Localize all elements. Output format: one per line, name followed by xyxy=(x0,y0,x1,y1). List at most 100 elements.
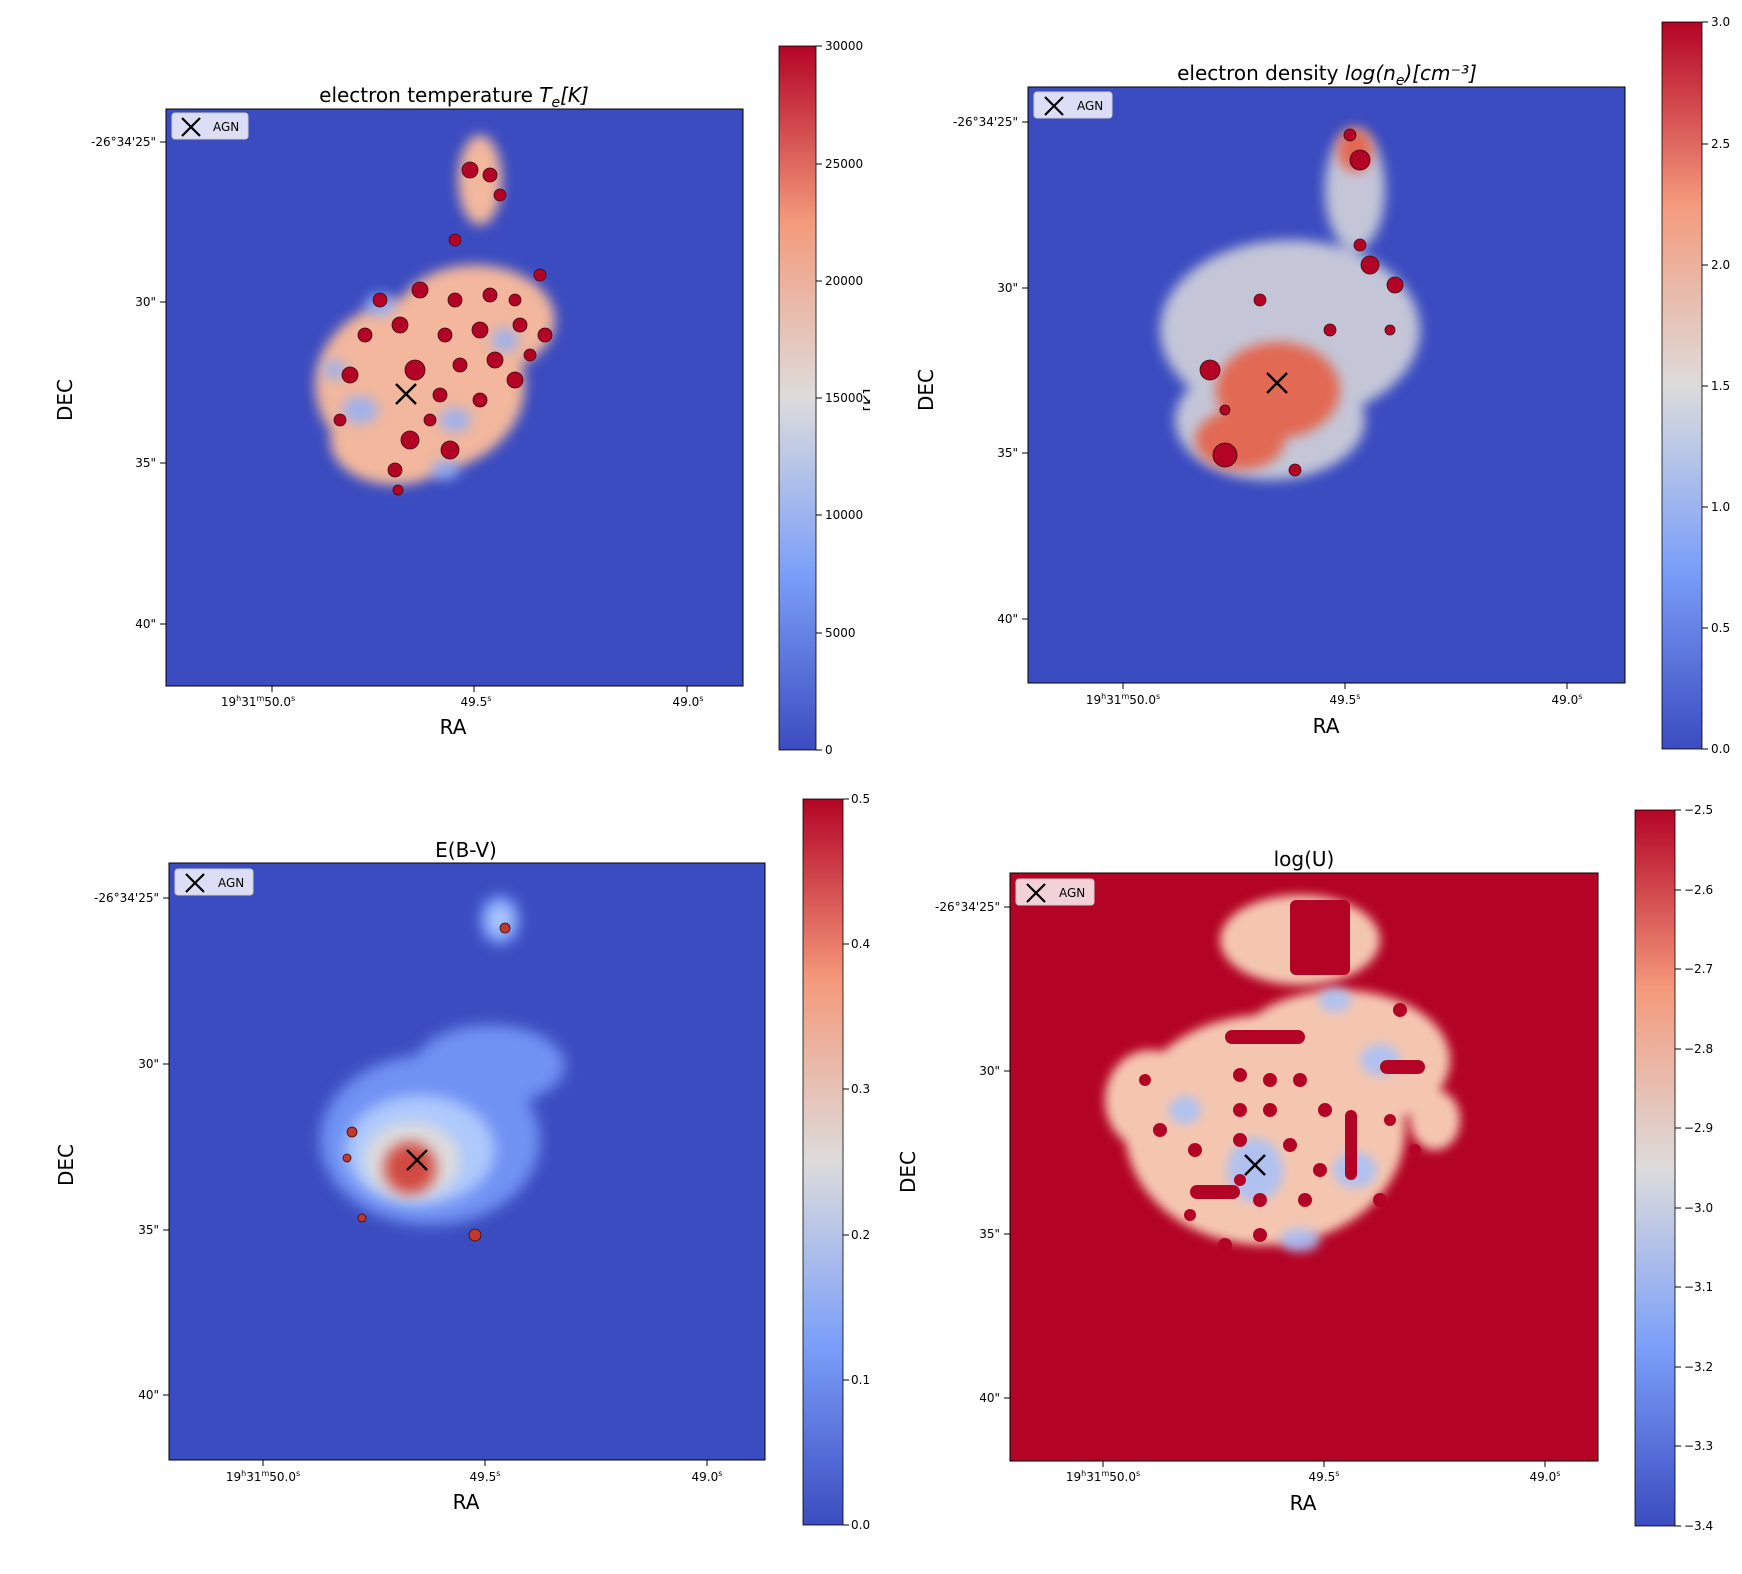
y-tick-label: 30" xyxy=(979,1064,1000,1078)
chart-title: E(B-V) xyxy=(435,838,497,862)
x-tick-label: 49.5s xyxy=(1309,1469,1340,1484)
colorbar-tick-label: 2.0 xyxy=(1711,258,1730,272)
colorbar-tick-label: −3.2 xyxy=(1684,1360,1713,1374)
emission-region xyxy=(315,135,555,496)
x-tick-label: 49.0s xyxy=(673,694,704,709)
legend-box: AGN xyxy=(1015,878,1095,906)
x-tick-label: 19h31m50.0s xyxy=(221,694,295,709)
title-text: electron density xyxy=(1177,61,1345,85)
colorbar-tick-label: 0.0 xyxy=(1711,742,1730,756)
panel-electron-density: electron density log(ne)[cm⁻³] AGN xyxy=(870,0,1742,780)
legend-label: AGN xyxy=(218,876,244,890)
y-axis-ticks: -26°34'25" 30" 35" 40" xyxy=(953,115,1028,626)
y-axis-ticks: -26°34'25" 30" 35" 40" xyxy=(94,891,169,1402)
x-axis-ticks: 19h31m50.0s 49.5s 49.0s xyxy=(221,686,704,709)
colorbar-ticks: 0.0 0.1 0.2 0.3 0.4 0.5 xyxy=(843,792,870,1532)
x-tick-label: 49.0s xyxy=(1552,692,1583,707)
title-tail: [K] xyxy=(560,83,589,107)
colorbar xyxy=(1661,21,1703,750)
colorbar-tick-label: −2.8 xyxy=(1684,1042,1713,1056)
x-tick-label: 49.5s xyxy=(461,694,492,709)
y-tick-label: 35" xyxy=(138,1223,159,1237)
colorbar-ticks: 0.0 0.5 1.0 1.5 2.0 2.5 3.0 xyxy=(1702,15,1730,756)
y-tick-label: -26°34'25" xyxy=(91,135,156,149)
x-tick-label: 19h31m50.0s xyxy=(1086,692,1160,707)
logu-figure: log(U) xyxy=(896,803,1713,1533)
colorbar xyxy=(802,798,844,1526)
emission-region xyxy=(1160,128,1420,480)
colorbar-tick-label: −3.3 xyxy=(1684,1439,1713,1453)
agn-marker xyxy=(406,1149,428,1171)
x-axis-ticks: 19h31m50.0s 49.5s 49.0s xyxy=(226,1460,723,1484)
density-figure: electron density log(ne)[cm⁻³] AGN xyxy=(914,15,1730,756)
plot-frame xyxy=(1009,872,1599,1462)
legend-x-marker-icon xyxy=(185,873,205,893)
emission-region xyxy=(320,895,565,1242)
title-tail: )[cm⁻³] xyxy=(1402,61,1476,85)
colorbar-tick-label: 3.0 xyxy=(1711,15,1730,29)
x-axis-ticks: 19h31m50.0s 49.5s 49.0s xyxy=(1066,1461,1561,1484)
colorbar-label: [K] xyxy=(860,389,870,412)
y-tick-label: 40" xyxy=(138,1388,159,1402)
legend-box: AGN xyxy=(1033,91,1113,119)
y-tick-label: -26°34'25" xyxy=(94,891,159,905)
panel-electron-temperature: electron temperature Te[K] xyxy=(0,0,870,780)
colorbar-tick-label: 0.0 xyxy=(851,1518,870,1532)
x-axis-label: RA xyxy=(1290,1491,1317,1515)
legend-box: AGN xyxy=(174,868,254,896)
x-tick-label: 49.0s xyxy=(692,1469,723,1484)
colorbar-tick-label: −2.5 xyxy=(1684,803,1713,817)
x-tick-label: 49.5s xyxy=(470,1469,501,1484)
y-axis-label: DEC xyxy=(53,379,77,421)
x-tick-label: 49.5s xyxy=(1330,692,1361,707)
colorbar-tick-label: −3.4 xyxy=(1684,1519,1713,1533)
colorbar-tick-label: 0.4 xyxy=(851,937,870,951)
x-tick-label: 49.0s xyxy=(1530,1469,1561,1484)
colorbar xyxy=(778,45,817,751)
colorbar-tick-label: −3.0 xyxy=(1684,1201,1713,1215)
colorbar-tick-label: −2.9 xyxy=(1684,1121,1713,1135)
colorbar-tick-label: 25000 xyxy=(825,157,863,171)
y-tick-label: 35" xyxy=(135,456,156,470)
x-axis-label: RA xyxy=(1313,714,1340,738)
colorbar-ticks: −3.4 −3.3 −3.2 −3.1 −3.0 −2.9 −2.8 −2.7 … xyxy=(1675,803,1713,1533)
colorbar-tick-label: 10000 xyxy=(825,508,863,522)
legend-x-marker-icon xyxy=(181,117,201,137)
y-tick-label: 35" xyxy=(979,1227,1000,1241)
title-math: log(n xyxy=(1345,61,1396,85)
colorbar-tick-label: 5000 xyxy=(825,626,856,640)
y-tick-label: -26°34'25" xyxy=(935,900,1000,914)
legend-x-marker-icon xyxy=(1026,883,1046,903)
agn-marker xyxy=(395,383,417,405)
y-tick-label: 30" xyxy=(138,1057,159,1071)
y-tick-label: 30" xyxy=(997,281,1018,295)
colorbar-tick-label: −2.6 xyxy=(1684,883,1713,897)
colorbar-tick-label: 1.5 xyxy=(1711,379,1730,393)
y-axis-ticks: -26°34'25" 30" 35" 40" xyxy=(91,135,166,631)
colorbar-tick-label: 0.5 xyxy=(1711,621,1730,635)
legend-x-marker-icon xyxy=(1044,96,1064,116)
x-axis-label: RA xyxy=(453,1490,480,1514)
legend-box: AGN xyxy=(171,112,249,140)
colorbar-ticks: 0 5000 10000 15000 20000 25000 30000 xyxy=(816,39,863,757)
x-tick-label: 19h31m50.0s xyxy=(226,1469,300,1484)
colorbar-tick-label: 2.5 xyxy=(1711,137,1730,151)
plot-frame xyxy=(1027,86,1626,684)
legend-label: AGN xyxy=(213,120,239,134)
ebv-figure: E(B-V) AGN xyxy=(54,792,870,1532)
x-tick-label: 19h31m50.0s xyxy=(1066,1469,1140,1484)
title-math: T xyxy=(539,83,553,107)
colorbar-tick-label: 1.0 xyxy=(1711,500,1730,514)
title-text: electron temperature xyxy=(319,83,539,107)
title-subscript: e xyxy=(1396,73,1405,89)
chart-title: electron temperature Te[K] xyxy=(319,83,589,111)
colorbar xyxy=(1634,809,1676,1527)
plot-frame xyxy=(165,108,744,687)
y-axis-label: DEC xyxy=(896,1151,920,1193)
chart-title: electron density log(ne)[cm⁻³] xyxy=(1177,61,1477,89)
colorbar-tick-label: 15000 xyxy=(825,391,863,405)
legend-label: AGN xyxy=(1059,886,1085,900)
title-subscript: e xyxy=(552,95,561,111)
colorbar-tick-label: −3.1 xyxy=(1684,1280,1713,1294)
colorbar-tick-label: 0.3 xyxy=(851,1082,870,1096)
